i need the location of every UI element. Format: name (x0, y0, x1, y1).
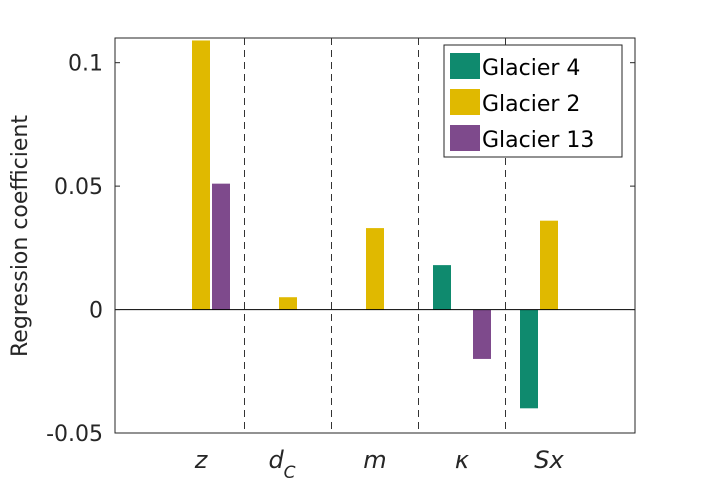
x-tick-label: κ (455, 446, 470, 474)
bar-glacier-2-1 (279, 297, 297, 310)
bar-glacier-2-2 (366, 228, 384, 310)
legend-label: Glacier 4 (482, 56, 580, 81)
legend-label: Glacier 13 (482, 128, 594, 153)
legend-swatch (450, 89, 480, 115)
legend-swatch (450, 125, 480, 151)
y-tick-label: 0.1 (68, 52, 103, 77)
plot-area: -0.05 0 0.05 0.1 z dC m κ Sx (46, 37, 636, 483)
x-tick-label: m (363, 446, 386, 474)
bar-glacier-13-3 (473, 309, 491, 359)
bar-glacier-13-0 (212, 183, 230, 310)
x-tick-label-subscript: C (284, 463, 296, 483)
y-axis-label: Regression coefficient (8, 115, 33, 357)
bar-glacier-2-4 (540, 220, 558, 310)
x-tick-label: z (194, 446, 209, 474)
legend-label: Glacier 2 (482, 92, 580, 117)
axes-box (114, 37, 636, 434)
y-tick-label: 0.05 (54, 175, 103, 200)
y-tick-label: -0.05 (46, 422, 103, 447)
bar-glacier-2-0 (192, 40, 210, 310)
legend: Glacier 4 Glacier 2 Glacier 13 (443, 44, 623, 158)
x-tick-label: dC (268, 446, 295, 483)
bar-glacier-4-3 (433, 265, 451, 310)
legend-swatch (450, 53, 480, 79)
x-tick-label: Sx (534, 446, 564, 474)
y-tick-label: 0 (89, 299, 103, 324)
bar-glacier-4-4 (520, 309, 538, 409)
